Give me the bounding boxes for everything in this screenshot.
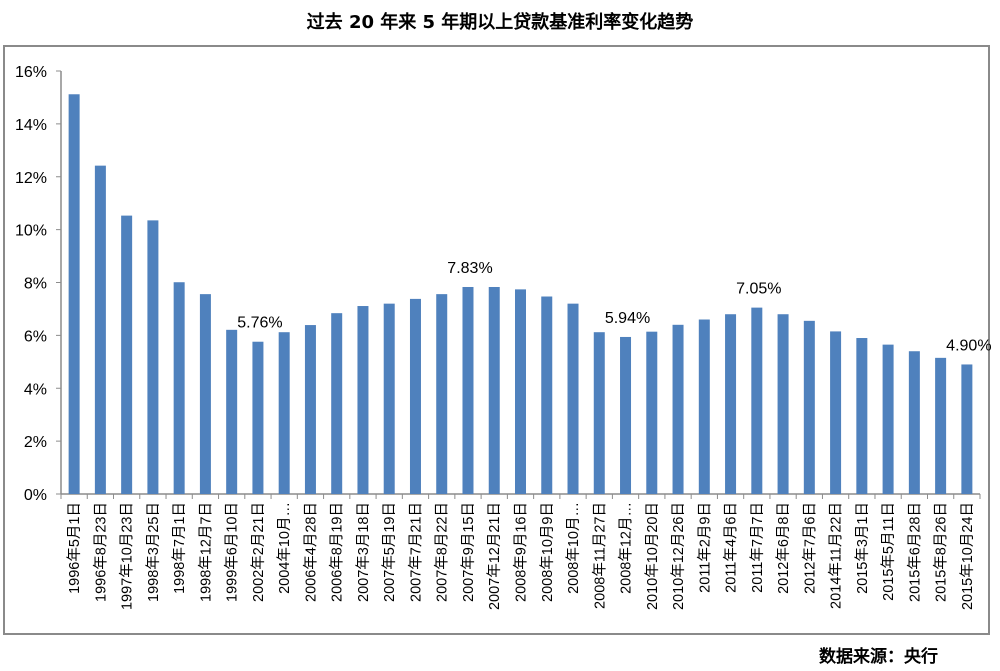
bar xyxy=(331,313,343,494)
bar xyxy=(593,332,605,494)
data-label: 5.76% xyxy=(237,315,282,332)
x-tick-label: 2007年3月18日 xyxy=(355,502,372,602)
y-tick-label: 6% xyxy=(24,328,47,345)
x-tick-label: 2011年7月7日 xyxy=(749,502,766,593)
x-tick-label: 2012年7月6日 xyxy=(801,502,818,594)
x-tick-label: 2010年10月20日 xyxy=(644,502,661,610)
data-source-label: 数据来源：央行 xyxy=(819,647,938,667)
chart-frame xyxy=(3,45,990,635)
bar xyxy=(68,94,80,494)
data-label: 5.94% xyxy=(605,310,650,327)
bar xyxy=(961,364,973,494)
bar xyxy=(908,351,920,494)
x-tick-label: 2006年4月28日 xyxy=(302,502,319,602)
bar xyxy=(803,320,815,494)
x-tick-label: 2007年12月21日 xyxy=(486,502,503,610)
x-tick-label: 2015年6月28日 xyxy=(906,502,923,602)
bar xyxy=(830,331,842,494)
bar xyxy=(488,286,500,494)
bar xyxy=(541,296,553,494)
y-tick-label: 2% xyxy=(24,434,47,451)
x-tick-label: 2008年10月9日 xyxy=(539,502,556,602)
bar xyxy=(515,289,526,494)
data-label: 7.83% xyxy=(447,260,492,277)
bar xyxy=(173,282,185,494)
y-tick-label: 16% xyxy=(15,64,47,81)
x-tick-label: 2011年2月9日 xyxy=(696,502,713,593)
x-tick-label: 2008年12月… xyxy=(618,502,635,594)
bar xyxy=(357,306,369,494)
x-tick-label: 2007年8月22日 xyxy=(434,502,451,602)
x-tick-label: 1996年8月23日 xyxy=(92,502,109,602)
x-tick-label: 2006年8月19日 xyxy=(329,502,346,602)
chart-title: 过去 20 年来 5 年期以上贷款基准利率变化趋势 xyxy=(306,12,694,33)
y-tick-label: 8% xyxy=(24,276,47,293)
data-label: 7.05% xyxy=(736,281,781,298)
bar xyxy=(383,303,395,494)
x-tick-label: 2012年6月8日 xyxy=(775,502,792,594)
bar xyxy=(94,165,106,495)
bar xyxy=(882,344,894,494)
x-tick-label: 2007年9月15日 xyxy=(460,502,477,602)
x-tick-label: 1999年6月10日 xyxy=(224,502,241,602)
x-tick-label: 2008年9月16日 xyxy=(513,502,530,602)
bar xyxy=(698,319,710,494)
x-tick-label: 2015年8月26日 xyxy=(933,502,950,602)
x-tick-label: 2011年4月6日 xyxy=(723,502,740,593)
bar xyxy=(725,314,737,494)
y-tick-label: 4% xyxy=(24,381,47,398)
bar xyxy=(935,357,947,494)
bar xyxy=(436,294,448,494)
x-tick-label: 1996年5月1日 xyxy=(66,502,83,594)
y-tick-label: 0% xyxy=(24,487,47,504)
bar xyxy=(777,314,789,494)
x-tick-label: 1998年3月25日 xyxy=(145,502,162,602)
x-tick-label: 1998年12月7日 xyxy=(197,502,214,602)
x-tick-label: 2002年2月21日 xyxy=(250,502,267,602)
x-tick-label: 2008年11月27日 xyxy=(591,502,608,609)
y-tick-label: 14% xyxy=(15,117,47,134)
x-tick-label: 2014年11月22日 xyxy=(828,502,845,609)
bar xyxy=(856,338,868,494)
bar xyxy=(304,325,316,494)
bar xyxy=(462,286,474,494)
x-tick-label: 2015年10月24日 xyxy=(959,502,976,610)
bar xyxy=(121,215,133,494)
bar xyxy=(147,220,159,494)
x-tick-label: 2004年10月… xyxy=(276,502,293,594)
bar xyxy=(751,307,763,494)
bar xyxy=(226,329,238,494)
bar xyxy=(278,332,290,494)
x-tick-label: 1998年7月1日 xyxy=(171,502,188,594)
x-tick-label: 2015年3月1日 xyxy=(854,502,871,594)
bar xyxy=(620,336,632,494)
x-tick-label: 2015年5月11日 xyxy=(880,502,897,601)
x-tick-label: 2007年7月21日 xyxy=(407,502,424,602)
bar xyxy=(199,294,211,494)
x-tick-label: 2008年10月… xyxy=(565,502,582,594)
x-tick-label: 1997年10月23日 xyxy=(119,502,136,610)
y-tick-label: 10% xyxy=(15,223,47,240)
data-label: 4.90% xyxy=(946,337,991,354)
bar xyxy=(567,303,579,494)
bar xyxy=(646,331,658,494)
bar xyxy=(672,324,684,494)
x-tick-label: 2010年12月26日 xyxy=(670,502,687,610)
x-tick-label: 2007年5月19日 xyxy=(381,502,398,602)
bar xyxy=(252,341,264,494)
y-tick-label: 12% xyxy=(15,170,47,187)
bar xyxy=(409,298,421,494)
